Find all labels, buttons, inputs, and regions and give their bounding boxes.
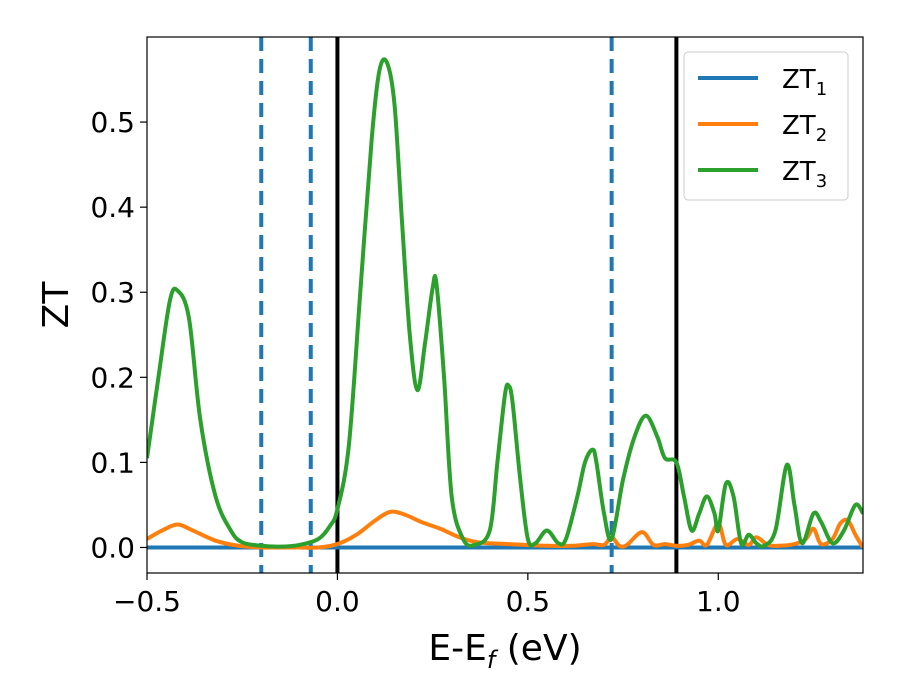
y-tick-label: 0.5 bbox=[90, 106, 135, 139]
y-tick-label: 0.2 bbox=[90, 361, 135, 394]
plot-frame bbox=[146, 36, 864, 574]
x-axis-ticks: −0.5 0.0 0.5 1.0 bbox=[113, 573, 741, 618]
legend-label-1: ZT1 bbox=[782, 65, 827, 100]
y-axis-label: ZT bbox=[36, 281, 77, 329]
series-line-zt3 bbox=[147, 57, 863, 549]
legend-label-2: ZT2 bbox=[782, 111, 827, 146]
legend: ZT1 ZT2 ZT3 bbox=[683, 51, 849, 201]
reference-lines bbox=[259, 37, 679, 573]
series-layer bbox=[147, 57, 863, 550]
y-tick-label: 0.3 bbox=[90, 276, 135, 309]
y-tick-label: 0.1 bbox=[90, 446, 135, 479]
y-tick-label: 0.4 bbox=[90, 191, 135, 224]
x-axis-label: E-Ef (eV) bbox=[428, 628, 581, 674]
legend-label-3: ZT3 bbox=[782, 157, 827, 192]
x-tick-label: 0.5 bbox=[506, 585, 551, 618]
y-axis-ticks: 0.0 0.1 0.2 0.3 0.4 0.5 bbox=[90, 106, 147, 564]
legend-box bbox=[683, 51, 849, 201]
series-line-zt2 bbox=[147, 509, 863, 550]
y-tick-label: 0.0 bbox=[90, 531, 135, 564]
x-tick-label: 1.0 bbox=[696, 585, 741, 618]
x-tick-label: −0.5 bbox=[113, 585, 181, 618]
x-tick-label: 0.0 bbox=[315, 585, 360, 618]
